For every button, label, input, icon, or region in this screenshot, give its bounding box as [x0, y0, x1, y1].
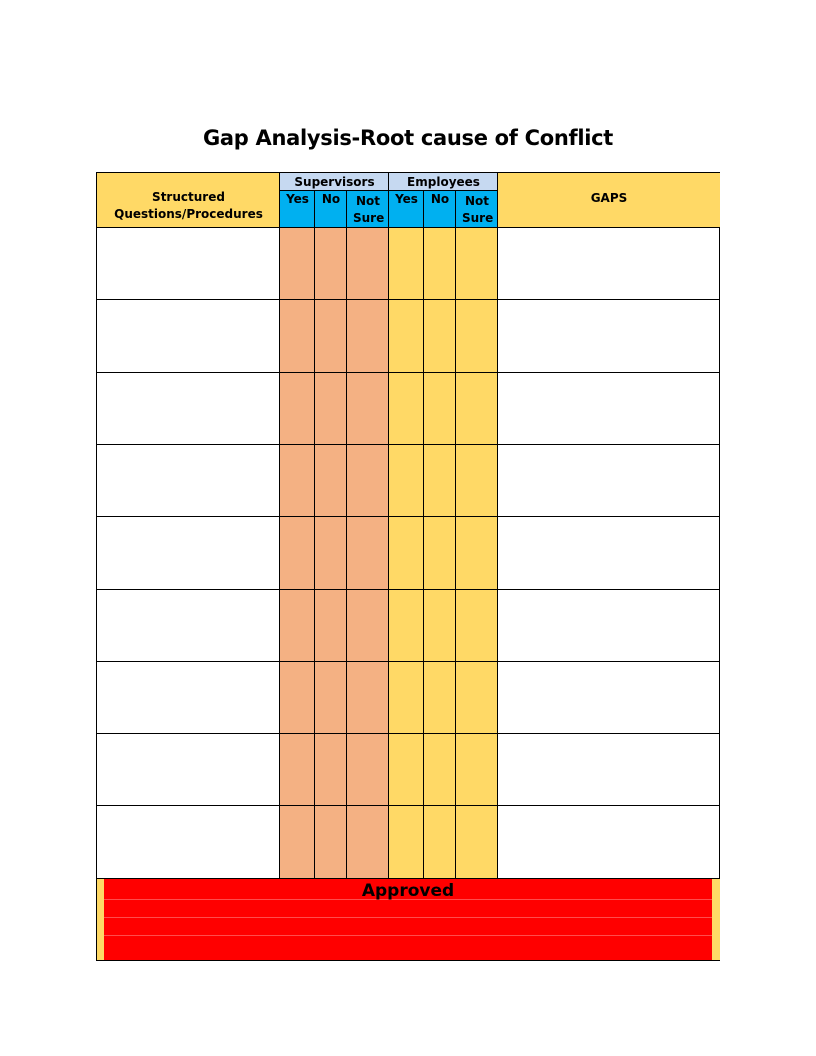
header-questions-label: Structured Questions/Procedures — [114, 189, 263, 221]
question-cell[interactable] — [97, 228, 279, 300]
header-gaps-label: GAPS — [590, 191, 628, 205]
page-title: Gap Analysis-Root cause of Conflict — [202, 126, 614, 150]
employee-yes-column — [389, 228, 424, 879]
header-employee-no: No — [424, 191, 456, 228]
footer-right-strip — [712, 879, 720, 960]
gap-cell[interactable] — [498, 228, 720, 300]
grid-line — [97, 516, 720, 517]
question-cell[interactable] — [97, 517, 279, 590]
gap-cell[interactable] — [498, 445, 720, 517]
header-supervisors-label: Supervisors — [294, 174, 375, 189]
approved-band — [104, 879, 712, 960]
header-employees: Employees — [389, 173, 498, 191]
question-cell[interactable] — [97, 300, 279, 373]
grid-line — [97, 661, 720, 662]
grid-line — [455, 191, 456, 879]
grid-line — [423, 191, 424, 879]
grid-line — [97, 733, 720, 734]
header-gaps: GAPS — [498, 173, 720, 228]
grid-line — [97, 372, 720, 373]
gap-cell[interactable] — [498, 300, 720, 373]
footer-line — [104, 917, 712, 918]
header-employee-yes: Yes — [389, 191, 424, 228]
gap-analysis-table: Structured Questions/Procedures Supervis… — [96, 172, 720, 961]
header-supervisor-yes: Yes — [280, 191, 315, 228]
grid-line — [314, 191, 315, 879]
question-cell[interactable] — [97, 445, 279, 517]
header-supervisor-not-sure-label: Not Sure — [353, 193, 385, 225]
gap-cell[interactable] — [498, 734, 720, 806]
header-supervisor-no: No — [315, 191, 347, 228]
supervisor-not-sure-column — [347, 228, 389, 879]
grid-line — [388, 173, 389, 879]
footer-line — [104, 899, 712, 900]
employee-not-sure-column — [456, 228, 498, 879]
header-employee-yes-label: Yes — [395, 192, 418, 206]
grid-line — [497, 173, 498, 879]
question-cell[interactable] — [97, 590, 279, 662]
header-questions: Structured Questions/Procedures — [97, 173, 280, 228]
grid-line — [280, 190, 498, 191]
header-supervisor-yes-label: Yes — [286, 192, 309, 206]
grid-line — [97, 299, 720, 300]
gap-cell[interactable] — [498, 373, 720, 445]
question-cell[interactable] — [97, 806, 279, 879]
supervisor-yes-column — [280, 228, 315, 879]
header-supervisors: Supervisors — [280, 173, 389, 191]
header-employee-no-label: No — [430, 192, 450, 206]
header-employee-not-sure-label: Not Sure — [462, 193, 494, 225]
question-cell[interactable] — [97, 662, 279, 734]
gap-cell[interactable] — [498, 590, 720, 662]
question-cell[interactable] — [97, 373, 279, 445]
employee-no-column — [424, 228, 456, 879]
grid-line — [97, 444, 720, 445]
header-supervisor-no-label: No — [321, 192, 341, 206]
question-cell[interactable] — [97, 734, 279, 806]
footer-line — [104, 935, 712, 936]
grid-line — [97, 805, 720, 806]
grid-line — [279, 173, 280, 879]
gap-cell[interactable] — [498, 806, 720, 879]
grid-line — [346, 191, 347, 879]
gap-cell[interactable] — [498, 517, 720, 590]
gap-cell[interactable] — [498, 662, 720, 734]
grid-line — [97, 227, 720, 228]
header-employee-not-sure: Not Sure — [456, 191, 498, 228]
supervisor-no-column — [315, 228, 347, 879]
header-supervisor-not-sure: Not Sure — [347, 191, 389, 228]
grid-line — [97, 589, 720, 590]
header-employees-label: Employees — [407, 174, 480, 189]
approved-label: Approved — [361, 881, 455, 901]
grid-line — [97, 878, 720, 879]
footer-left-strip — [97, 879, 104, 960]
